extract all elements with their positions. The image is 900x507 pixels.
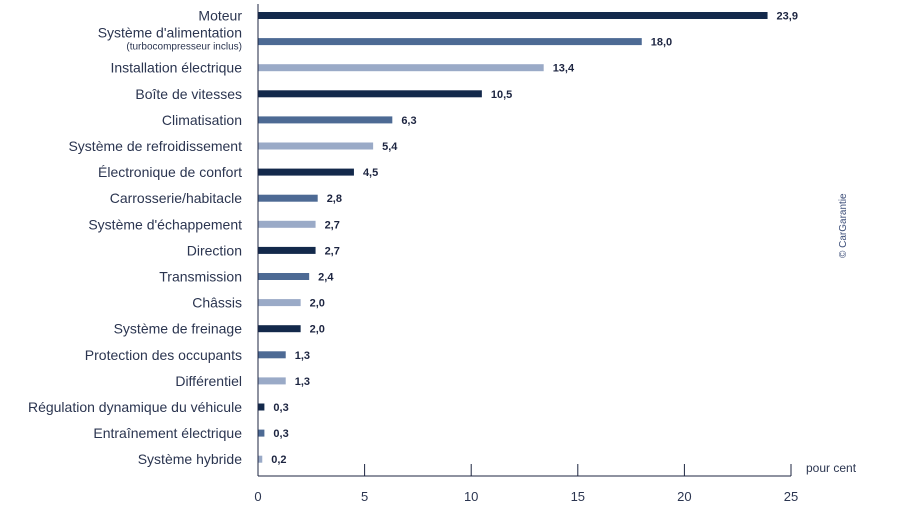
x-axis-unit-label: pour cent (806, 461, 857, 475)
category-label: Installation électrique (110, 60, 242, 76)
category-label: Climatisation (162, 112, 242, 128)
x-axis: 0 5 10 15 20 25 (254, 4, 798, 504)
bar (258, 194, 318, 202)
category-label: Électronique de confort (98, 164, 242, 180)
bar (258, 351, 286, 359)
bar (258, 325, 301, 333)
value-label: 2,4 (318, 272, 334, 284)
category-label: Système hybride (138, 451, 242, 467)
category-label: Châssis (192, 295, 242, 311)
bar (258, 455, 263, 463)
value-label: 0,2 (271, 454, 286, 466)
value-label: 0,3 (273, 428, 288, 440)
source-credit: © CarGarantie (838, 193, 849, 258)
value-label: 2,7 (325, 219, 340, 231)
value-label: 4,5 (363, 167, 378, 179)
bar (258, 168, 354, 176)
category-label: Transmission (159, 269, 242, 285)
category-note: (turbocompresseur inclus) (126, 42, 242, 53)
bar (258, 246, 316, 254)
x-tick-label: 10 (464, 489, 478, 504)
value-label: 23,9 (777, 11, 798, 23)
category-label: Boîte de vitesses (135, 86, 242, 102)
category-label: Système de freinage (114, 321, 243, 337)
bar (258, 299, 301, 307)
value-label: 10,5 (491, 89, 512, 101)
category-label: Système d'échappement (88, 216, 242, 232)
bar (258, 273, 310, 280)
bar (258, 220, 316, 228)
bars-group (258, 12, 768, 463)
category-label: Entraînement électrique (93, 425, 242, 441)
bar (258, 377, 286, 385)
value-label: 0,3 (273, 402, 288, 414)
value-labels-group: 23,9 18,0 13,4 10,5 6,3 5,4 4,5 2,8 2,7 2,7 2,4 2,0… (271, 11, 798, 467)
x-tick-label: 0 (254, 489, 261, 504)
value-label: 2,8 (327, 193, 342, 205)
value-label: 2,7 (325, 245, 340, 257)
value-label: 13,4 (553, 63, 575, 75)
x-tick-label: 25 (784, 489, 798, 504)
bar (258, 90, 482, 98)
value-label: 1,3 (295, 350, 310, 362)
bar (258, 116, 393, 124)
category-label: Système de refroidissement (68, 138, 242, 154)
value-label: 6,3 (401, 115, 416, 127)
category-label: Différentiel (175, 373, 242, 389)
bar (258, 64, 544, 72)
bar (258, 12, 768, 19)
bar (258, 403, 265, 411)
category-label: Direction (187, 242, 242, 258)
bar (258, 429, 265, 437)
category-label: Système d'alimentation (98, 25, 242, 41)
category-label: Moteur (198, 8, 242, 24)
value-label: 1,3 (295, 376, 310, 388)
x-tick-label: 15 (571, 489, 585, 504)
bar (258, 142, 374, 150)
x-tick-label: 20 (677, 489, 691, 504)
value-label: 5,4 (382, 141, 398, 153)
category-label: Régulation dynamique du véhicule (28, 399, 242, 415)
bar (258, 38, 642, 46)
category-label: Protection des occupants (85, 347, 242, 363)
value-label: 2,0 (310, 298, 325, 310)
value-label: 2,0 (310, 324, 325, 336)
value-label: 18,0 (651, 37, 672, 49)
category-label: Carrosserie/habitacle (110, 190, 242, 206)
x-tick-label: 5 (361, 489, 368, 504)
